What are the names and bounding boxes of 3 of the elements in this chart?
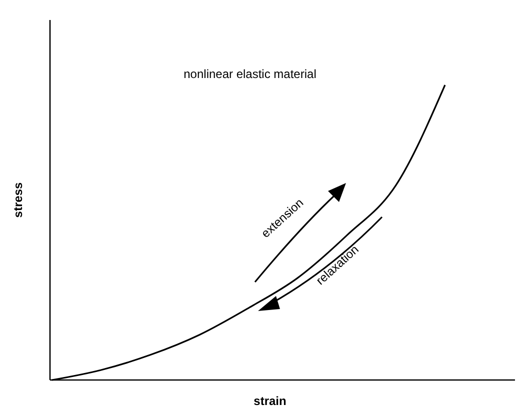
y-axis-title: stress [11,182,25,218]
text: nonlinear elastic material [184,67,316,81]
x-axis-title: strain [254,394,286,408]
